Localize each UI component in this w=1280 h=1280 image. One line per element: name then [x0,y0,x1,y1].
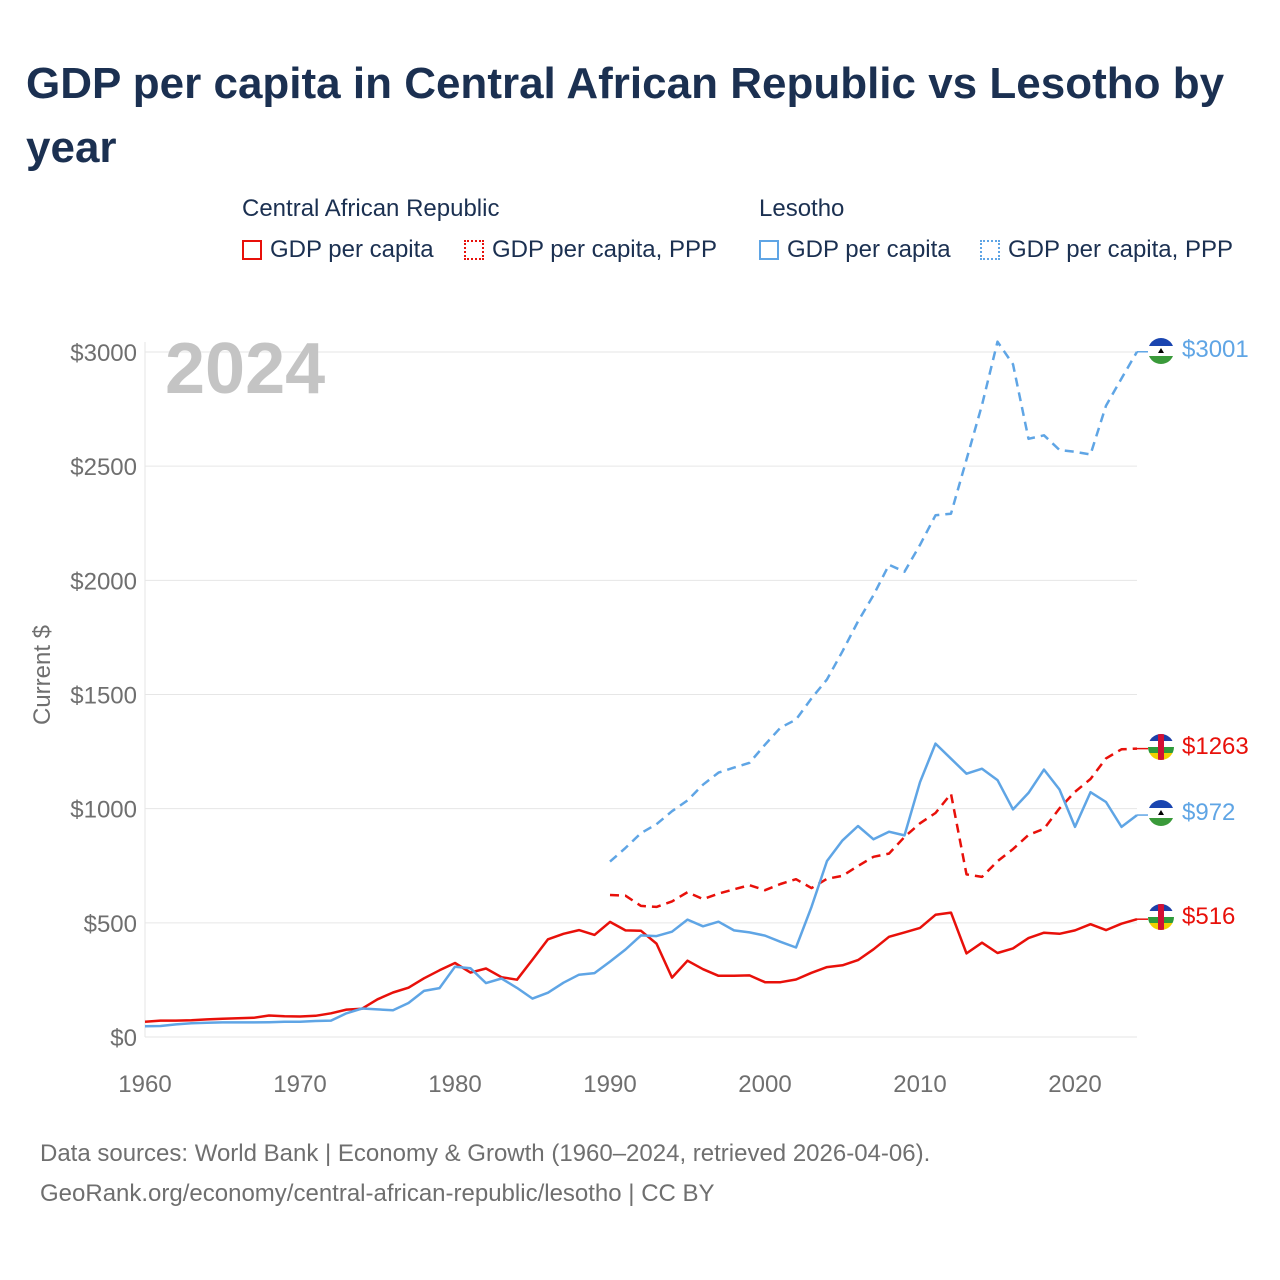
x-tick-label: 2000 [738,1071,791,1098]
legend-group-lesotho: Lesotho [759,195,845,222]
end-label-lesotho-gdp: $972 [1182,799,1235,826]
legend-swatch-lesotho-ppp [980,240,1000,260]
x-tick-label: 1980 [428,1071,481,1098]
legend-label-lesotho-ppp: GDP per capita, PPP [1008,236,1233,263]
series-line-les_ppp [609,340,1139,863]
y-tick-label: $3000 [70,340,137,367]
legend-item-car-ppp[interactable]: GDP per capita, PPP [464,236,717,264]
y-tick-label: $2500 [70,454,137,481]
x-tick-label: 2020 [1048,1071,1101,1098]
x-tick-label: 2010 [893,1071,946,1098]
x-tick-label: 1970 [273,1071,326,1098]
car-flag-icon [1148,904,1174,930]
legend-label-car-gdp: GDP per capita [270,236,434,263]
end-label-lesotho-ppp: $3001 [1182,336,1249,363]
year-watermark: 2024 [165,329,325,409]
car-flag-icon [1148,734,1174,760]
y-tick-label: $0 [110,1025,137,1052]
legend-swatch-car-ppp [464,240,484,260]
legend-group-central-african-republic: Central African Republic [242,195,500,222]
footer-link[interactable]: GeoRank.org/economy/central-african-repu… [40,1180,715,1207]
series-line-car_gdp [144,911,1138,1023]
legend-item-car-gdp[interactable]: GDP per capita [242,236,434,264]
x-tick-label: 1960 [118,1071,171,1098]
footer-sources: Data sources: World Bank | Economy & Gro… [40,1140,931,1167]
legend-label-car-ppp: GDP per capita, PPP [492,236,717,263]
lesotho-flag-icon [1148,800,1174,826]
page-title: GDP per capita in Central African Republ… [26,59,1225,172]
x-tick-label: 1990 [583,1071,636,1098]
y-tick-label: $2000 [70,568,137,595]
y-tick-label: $1500 [70,683,137,710]
line-chart: 2024 Current $ $0 $500 $1000 $1500 $2000 $250… [29,329,1249,1098]
end-label-car-gdp: $516 [1182,903,1235,930]
end-label-car-ppp: $1263 [1182,733,1249,760]
lesotho-flag-icon [1148,338,1174,364]
legend-label-lesotho-gdp: GDP per capita [787,236,951,263]
legend-item-lesotho-gdp[interactable]: GDP per capita [759,236,951,264]
series-line-car_ppp [609,747,1138,909]
y-axis-label: Current $ [29,625,56,725]
legend-item-lesotho-ppp[interactable]: GDP per capita, PPP [980,236,1233,264]
legend-swatch-car-gdp [242,240,262,260]
y-tick-label: $500 [84,911,137,938]
legend-swatch-lesotho-gdp [759,240,779,260]
y-tick-label: $1000 [70,797,137,824]
series-line-les_gdp [144,742,1138,1028]
